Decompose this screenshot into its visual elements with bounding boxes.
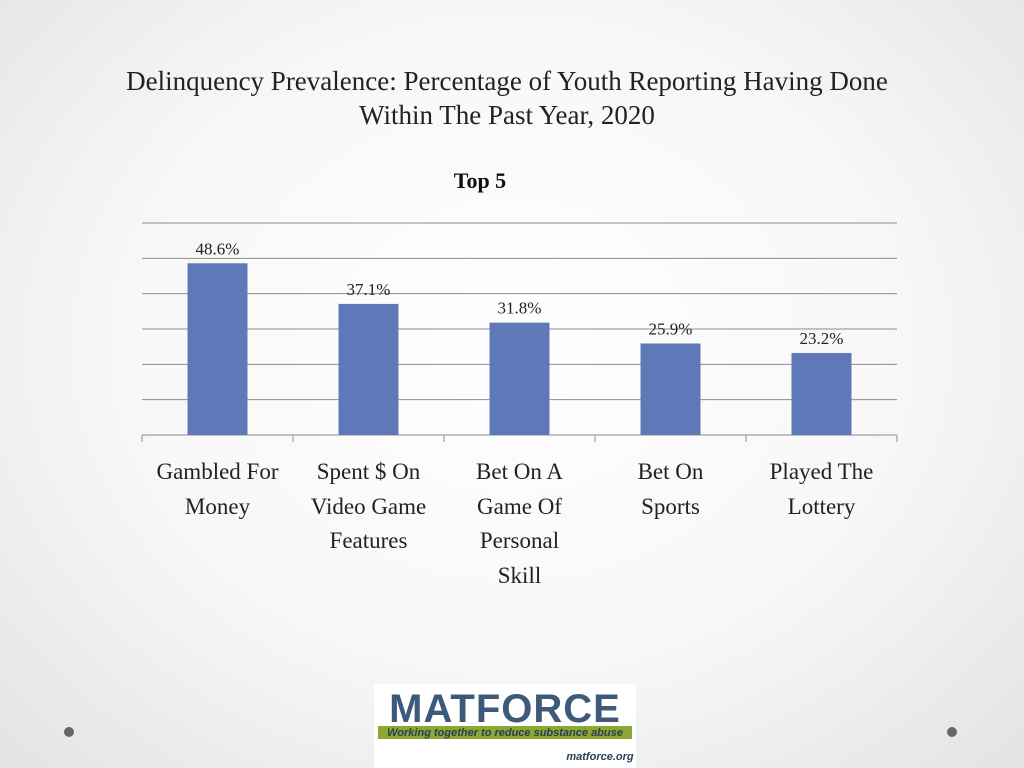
bar bbox=[338, 303, 399, 435]
data-label: 23.2% bbox=[800, 329, 844, 348]
x-tick-label: Played The Lottery bbox=[769, 459, 874, 519]
bar bbox=[187, 263, 248, 435]
x-tick-label: Bet On Sports bbox=[637, 459, 704, 519]
x-tick-label: Bet On A Game Of Personal Skill bbox=[476, 459, 563, 588]
bar bbox=[489, 322, 550, 435]
slide-title-line-2: Within The Past Year, 2020 bbox=[359, 100, 655, 130]
x-tick-label: Gambled For Money bbox=[156, 459, 279, 519]
logo-tagline-band bbox=[378, 726, 632, 739]
data-label: 31.8% bbox=[498, 299, 542, 318]
logo-url: matforce.org bbox=[566, 751, 634, 763]
bar-chart: 48.6% 37.1% 31.8% 25.9% 23.2% bbox=[141, 222, 898, 442]
decorative-dot-right bbox=[947, 727, 957, 737]
bar bbox=[640, 343, 701, 435]
data-label: 48.6% bbox=[196, 239, 240, 258]
logo-tagline: Working together to reduce substance abu… bbox=[387, 727, 623, 739]
x-tick-label: Spent $ On Video Game Features bbox=[310, 459, 427, 553]
data-label: 25.9% bbox=[649, 319, 693, 338]
logo-wordmark: MATFORCE bbox=[389, 687, 621, 731]
bar bbox=[791, 353, 852, 435]
slide-title: Delinquency Prevalence: Percentage of Yo… bbox=[40, 64, 974, 132]
data-label: 37.1% bbox=[347, 280, 391, 299]
matforce-logo: MATFORCE Working together to reduce subs… bbox=[374, 684, 636, 768]
chart-title: Top 5 bbox=[453, 168, 507, 193]
slide-title-line-1: Delinquency Prevalence: Percentage of Yo… bbox=[126, 66, 888, 96]
decorative-dot-left bbox=[64, 727, 74, 737]
